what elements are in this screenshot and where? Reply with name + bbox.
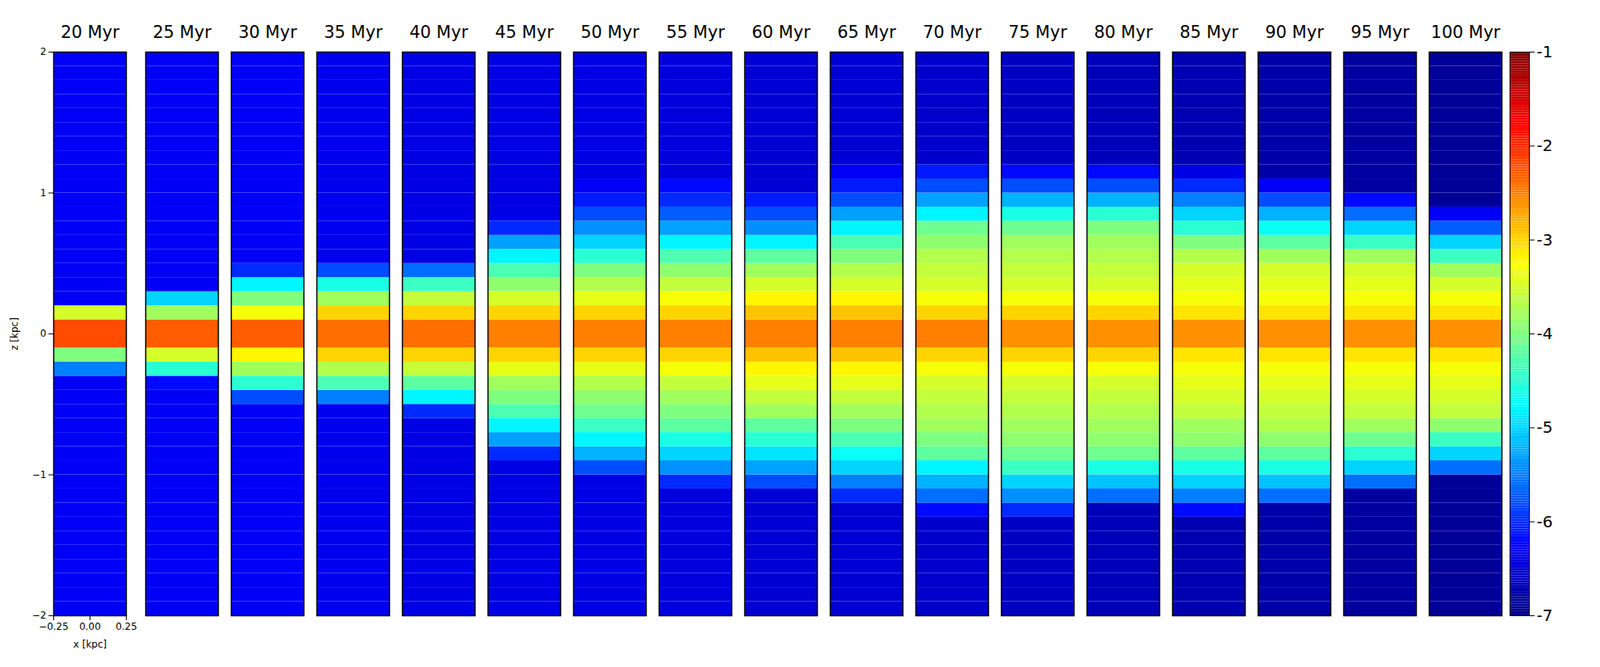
svg-text:90 Myr: 90 Myr xyxy=(1264,22,1324,42)
svg-text:-1: -1 xyxy=(1537,41,1554,62)
svg-text:1: 1 xyxy=(40,187,47,199)
svg-text:−2: −2 xyxy=(32,609,47,621)
svg-text:0.25: 0.25 xyxy=(115,620,138,633)
svg-text:-5: -5 xyxy=(1537,417,1554,437)
svg-text:−1: −1 xyxy=(32,469,47,481)
svg-text:25 Myr: 25 Myr xyxy=(152,22,212,42)
svg-text:z [kpc]: z [kpc] xyxy=(8,317,21,351)
svg-text:40 Myr: 40 Myr xyxy=(409,22,469,42)
svg-text:2: 2 xyxy=(40,46,47,58)
svg-text:85 Myr: 85 Myr xyxy=(1179,22,1239,42)
svg-text:30 Myr: 30 Myr xyxy=(238,22,298,42)
svg-text:70 Myr: 70 Myr xyxy=(922,22,982,42)
svg-text:45 Myr: 45 Myr xyxy=(494,22,554,42)
svg-text:95 Myr: 95 Myr xyxy=(1350,22,1410,42)
svg-text:0.00: 0.00 xyxy=(79,620,101,633)
svg-text:80 Myr: 80 Myr xyxy=(1093,22,1153,42)
svg-text:x [kpc]: x [kpc] xyxy=(73,638,107,650)
svg-text:50 Myr: 50 Myr xyxy=(580,22,640,42)
svg-text:55 Myr: 55 Myr xyxy=(665,22,725,42)
svg-text:0: 0 xyxy=(40,327,47,340)
svg-text:−0.25: −0.25 xyxy=(38,620,69,633)
svg-text:-2: -2 xyxy=(1537,135,1554,155)
svg-text:35 Myr: 35 Myr xyxy=(323,22,383,42)
svg-text:20 Myr: 20 Myr xyxy=(60,22,120,42)
svg-text:-6: -6 xyxy=(1537,511,1554,532)
svg-text:-7: -7 xyxy=(1537,605,1554,625)
svg-text:-3: -3 xyxy=(1537,230,1554,250)
svg-text:100 Myr: 100 Myr xyxy=(1431,22,1501,42)
svg-text:-4: -4 xyxy=(1537,323,1554,344)
svg-text:75 Myr: 75 Myr xyxy=(1008,22,1068,42)
svg-text:65 Myr: 65 Myr xyxy=(837,22,897,42)
svg-text:60 Myr: 60 Myr xyxy=(751,22,811,42)
